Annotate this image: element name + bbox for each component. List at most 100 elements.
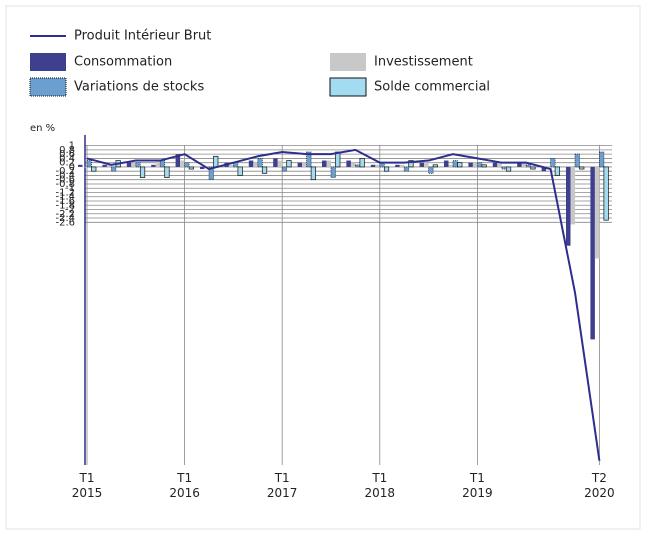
bar xyxy=(188,166,194,170)
bar xyxy=(261,166,268,174)
bar xyxy=(424,162,429,167)
bar xyxy=(468,162,473,167)
legend-swatch xyxy=(329,77,367,97)
bar xyxy=(180,160,185,167)
bar xyxy=(566,166,571,246)
bar xyxy=(517,162,522,167)
x-tick-label: T1 2019 xyxy=(462,471,493,500)
bar xyxy=(408,160,414,168)
bar xyxy=(86,160,92,168)
y-tick-label: 0 xyxy=(69,162,75,173)
y-tick-label: -0.4 xyxy=(55,170,75,181)
y-tick-label: 0.8 xyxy=(59,145,75,156)
y-tick-label: -1.8 xyxy=(55,200,75,211)
frame xyxy=(5,5,641,530)
bar xyxy=(457,162,463,168)
bar xyxy=(228,164,234,167)
bar xyxy=(237,166,243,176)
bar xyxy=(330,166,336,178)
bar xyxy=(505,166,512,172)
bar xyxy=(501,166,507,170)
bar xyxy=(574,153,580,168)
y-tick-label: -1.6 xyxy=(55,196,75,207)
bar xyxy=(111,166,117,172)
bar xyxy=(151,164,156,167)
bar xyxy=(403,166,410,172)
bar xyxy=(477,162,483,168)
bar xyxy=(126,162,132,167)
bar xyxy=(419,162,425,167)
y-tick-label: -1 xyxy=(65,183,75,194)
y-tick-label: -1.2 xyxy=(55,187,75,198)
bar xyxy=(306,151,312,168)
bar xyxy=(131,162,136,167)
y-tick-label: 0.4 xyxy=(59,153,75,164)
bar xyxy=(452,160,458,168)
y-tick-label: -2.4 xyxy=(55,213,75,224)
bar xyxy=(200,166,205,170)
bar xyxy=(472,162,478,167)
bar xyxy=(326,160,331,167)
unit-label: en % xyxy=(30,123,55,134)
bar xyxy=(399,164,405,167)
bar xyxy=(444,160,449,167)
bar xyxy=(91,166,97,172)
x-tick-label: T1 2016 xyxy=(169,471,200,500)
bar xyxy=(599,151,605,168)
bar xyxy=(481,164,487,168)
bar xyxy=(78,164,83,167)
bar xyxy=(554,166,560,176)
legend-swatch xyxy=(30,53,66,71)
legend-swatch xyxy=(29,77,67,97)
bar xyxy=(579,166,585,170)
y-tick-label: -2 xyxy=(65,205,75,216)
bar xyxy=(248,160,254,167)
bar xyxy=(432,164,438,168)
y-tick-label: -2.6 xyxy=(55,217,75,228)
x-tick-label: T2 2020 xyxy=(584,471,615,500)
bar xyxy=(350,162,356,167)
bar xyxy=(159,160,166,168)
x-tick-label: T1 2015 xyxy=(71,471,103,500)
bar xyxy=(448,164,453,167)
line xyxy=(86,148,601,461)
bar xyxy=(550,158,556,168)
bar xyxy=(383,166,390,172)
bar xyxy=(428,166,434,174)
y-tick-label: 0.6 xyxy=(59,149,75,160)
bar xyxy=(525,164,532,168)
bar xyxy=(213,155,219,168)
bar xyxy=(603,166,609,221)
bar xyxy=(253,162,258,167)
y-tick-label: -0.6 xyxy=(55,175,75,186)
bar xyxy=(164,166,170,178)
bar xyxy=(155,160,161,167)
bar xyxy=(521,162,527,167)
bar xyxy=(594,166,600,259)
x-tick-label: T1 2017 xyxy=(266,471,298,500)
bar xyxy=(492,162,498,167)
y-tick-label: 0.2 xyxy=(59,158,75,169)
bar xyxy=(370,164,376,167)
x-tick-label: T1 2018 xyxy=(364,471,396,500)
bar xyxy=(281,166,288,172)
bar xyxy=(175,154,181,167)
bar xyxy=(139,166,146,178)
bar xyxy=(346,160,351,167)
bar xyxy=(322,160,327,167)
bar xyxy=(359,158,365,168)
bar xyxy=(570,166,575,225)
y-tick-label: -1.4 xyxy=(55,192,75,203)
legend-swatch xyxy=(330,53,366,71)
bar xyxy=(184,162,190,168)
bar xyxy=(102,164,107,167)
legend-label: Consommation xyxy=(74,55,172,70)
bar xyxy=(257,158,263,168)
y-tick-label: -2.2 xyxy=(55,209,75,220)
bar xyxy=(497,162,502,167)
bar xyxy=(355,164,361,168)
bar xyxy=(297,162,303,167)
legend: Produit Intérieur Brut Consommation Invest… xyxy=(29,29,490,97)
